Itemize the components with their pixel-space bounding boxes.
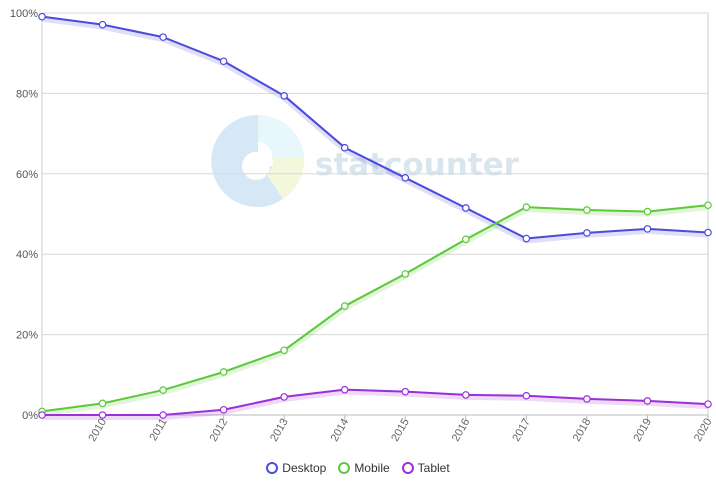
x-tick-label: 2016 [450, 417, 473, 444]
data-point-tablet [401, 387, 410, 396]
y-tick-label: 40% [16, 249, 38, 261]
legend-label: Mobile [354, 461, 390, 475]
statcounter-watermark: statcounter [211, 114, 520, 207]
watermark-text: statcounter [315, 147, 520, 183]
series-shadow-tablet [42, 388, 709, 420]
legend-label: Desktop [282, 461, 327, 475]
data-point-desktop [522, 234, 531, 243]
legend-item-tablet[interactable]: Tablet [401, 461, 450, 475]
data-point-mobile [98, 399, 107, 408]
data-point-desktop [643, 225, 652, 233]
y-tick-label: 60% [16, 169, 38, 181]
y-tick-label: 0% [22, 410, 38, 422]
x-tick-label: 2018 [571, 417, 594, 444]
data-point-desktop [583, 229, 591, 237]
legend-label: Tablet [417, 461, 450, 475]
x-axis: 2010 2011 2012 2013 2014 2015 2016 2017 2018 2019… [87, 415, 715, 444]
legend: Desktop Mobile Tablet [0, 461, 716, 477]
x-tick-label: 2013 [268, 417, 291, 444]
x-tick-label: 2020 [692, 417, 715, 444]
gridlines [41, 12, 709, 416]
legend-marker-icon [401, 462, 414, 474]
series-line-mobile [41, 204, 709, 413]
data-point-tablet [159, 411, 167, 419]
series-line-desktop [41, 15, 709, 240]
data-point-desktop [98, 20, 107, 29]
x-tick-label: 2014 [329, 417, 352, 444]
data-point-mobile [522, 203, 531, 211]
y-axis: 0% 20% 40% 60% 80% 100% [10, 8, 38, 422]
data-point-tablet [522, 391, 531, 400]
data-point-tablet [219, 405, 228, 414]
x-tick-label: 2012 [208, 417, 231, 444]
data-point-mobile [643, 207, 652, 216]
data-point-tablet [280, 393, 288, 401]
data-point-tablet [98, 411, 107, 419]
data-point-mobile [159, 386, 167, 394]
series-shadow-mobile [41, 204, 709, 417]
x-tick-label: 2011 [147, 417, 169, 443]
data-point-desktop [280, 92, 288, 100]
statcounter-logo-icon [211, 114, 305, 207]
data-point-desktop [462, 204, 470, 212]
data-point-desktop [38, 12, 46, 21]
data-point-desktop [401, 174, 410, 182]
data-point-tablet [340, 385, 349, 394]
data-point-mobile [219, 368, 228, 376]
series-lines [38, 12, 712, 420]
data-point-desktop [704, 228, 712, 237]
data-point-tablet [462, 391, 470, 399]
data-point-desktop [219, 57, 228, 66]
legend-marker-icon [338, 462, 351, 474]
y-tick-label: 100% [10, 8, 38, 20]
x-tick-label: 2017 [510, 417, 533, 444]
y-tick-label: 20% [16, 330, 38, 342]
legend-item-desktop[interactable]: Desktop [266, 461, 326, 475]
x-tick-label: 2010 [87, 417, 110, 444]
data-point-desktop [340, 143, 349, 152]
data-point-mobile [401, 270, 410, 278]
data-point-tablet [38, 411, 46, 419]
legend-item-mobile[interactable]: Mobile [338, 461, 390, 475]
data-point-mobile [340, 302, 349, 310]
x-tick-label: 2015 [389, 417, 412, 444]
data-point-tablet [583, 395, 591, 403]
data-point-mobile [280, 346, 288, 355]
legend-marker-icon [266, 462, 279, 474]
data-point-tablet [704, 400, 712, 408]
data-point-mobile [583, 206, 591, 214]
line-chart: statcounter 0%20%40%60%80%100% 2010 2011 2… [10, 8, 715, 444]
series-shadow-desktop [41, 15, 709, 244]
data-point-mobile [462, 235, 470, 244]
data-point-desktop [159, 33, 167, 41]
x-tick-label: 2019 [631, 417, 654, 444]
series-line-tablet [42, 388, 709, 416]
data-point-mobile [704, 201, 712, 209]
y-tick-label: 80% [16, 88, 38, 100]
data-point-tablet [643, 397, 652, 405]
